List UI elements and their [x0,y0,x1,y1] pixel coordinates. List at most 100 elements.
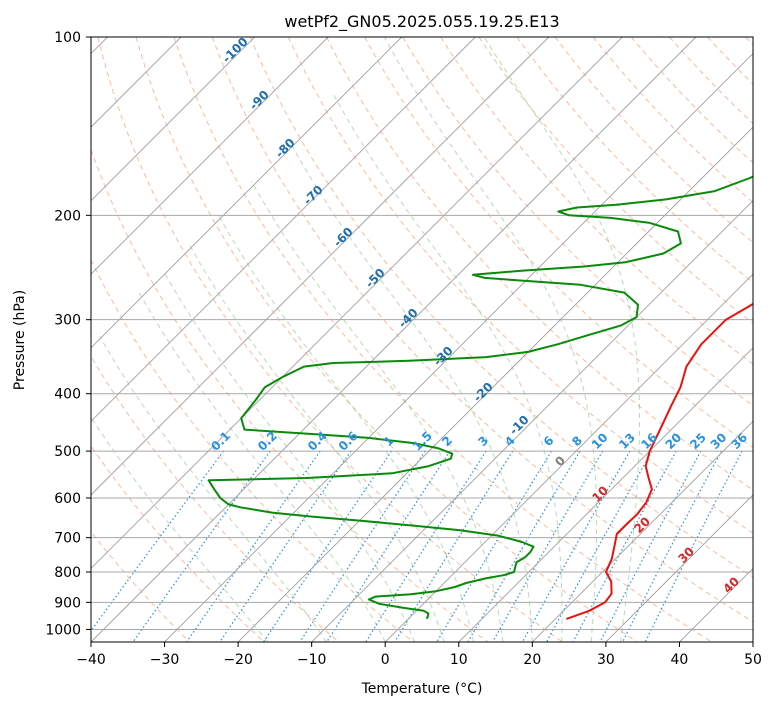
isotherm-line [91,37,550,496]
isotherm-line [237,126,753,642]
dry-adiabat-label: -20 [471,380,496,405]
moist-adiabat-label: 0 [552,453,568,469]
grid-lines [91,37,753,642]
dry-adiabat-label: -10 [507,413,532,438]
isotherm-line [458,347,753,642]
y-tick-label: 100 [54,30,81,46]
dry-adiabat-line [135,37,638,642]
dry-adiabat-line [364,37,753,449]
mixing-ratio-label: 25 [687,430,709,452]
x-tick-label: 40 [671,652,689,668]
y-tick-label: 400 [54,387,81,403]
isotherm-line [311,199,753,642]
dry-adiabat-label: -100 [220,35,251,66]
x-tick-label: 10 [450,652,468,668]
isotherm-line [531,420,753,642]
y-tick-label: 300 [54,313,81,329]
dry-adiabat-line [326,37,753,491]
moist-adiabat-line [99,336,327,642]
moist-adiabat-label: 40 [720,574,742,596]
isotherm-line [605,494,753,642]
mixing-ratio-line [219,450,352,642]
x-tick-label: 20 [523,652,541,668]
background-lines [91,37,753,642]
dry-adiabat-line [91,531,191,642]
isotherm-line [91,37,329,275]
dry-adiabat-label: -80 [273,136,298,161]
mixing-ratio-label: 1.5 [410,429,435,454]
isotherm-line [164,52,753,642]
y-tick-label: 800 [54,565,81,581]
moist-adiabat-line [189,245,445,642]
x-tick-label: −40 [76,652,106,668]
mixing-ratio-line [622,450,722,642]
dewpoint-line [207,175,753,620]
mixing-ratio-label: 16 [638,430,660,452]
x-tick-label: 50 [744,652,762,668]
mixing-ratio-line [326,450,451,642]
isotherm-line [91,37,256,202]
x-tick-label: −10 [297,652,327,668]
moist-adiabat-line [483,37,641,642]
mixing-ratio-label: 0.1 [208,429,233,454]
mixing-ratio-label: 20 [663,430,685,452]
dry-adiabat-label: -70 [301,183,326,208]
mixing-ratio-line [186,450,321,642]
dry-adiabat-line [91,258,414,642]
x-tick-label: 0 [381,652,390,668]
plot-frame [90,36,754,643]
y-tick-label: 700 [54,531,81,547]
chart-title: wetPf2_GN05.2025.055.19.25.E13 [284,12,559,32]
y-tick-label: 500 [54,444,81,460]
dry-adiabat-label: -60 [331,225,356,250]
isotherm-line [91,37,697,642]
dry-adiabat-line [91,148,489,642]
mixing-ratio-line [467,450,581,642]
dry-adiabat-label: -50 [363,266,388,291]
moist-adiabat-label: 10 [589,483,611,505]
dry-adiabat-line [516,37,753,284]
isotherm-line [91,37,623,570]
mixing-ratio-label: 2 [439,433,455,449]
dry-adiabat-label: -30 [431,344,456,369]
mixing-ratio-line [521,450,631,642]
dry-adiabat-line [707,37,753,85]
dry-adiabat-line [211,37,753,623]
dry-adiabat-line [287,37,753,534]
mixing-ratio-label: 6 [541,433,557,449]
y-tick-label: 900 [54,595,81,611]
mixing-ratio-line [599,450,702,642]
mixing-ratio-line [492,450,604,642]
dry-adiabat-line [97,37,563,642]
axis-ticks: −40 −30 −20 −10 0 10 20 30 40 5010020030040050060… [45,30,762,668]
mixing-ratio-line [572,450,677,642]
isotherm-line [91,37,403,349]
mixing-ratio-line [299,450,426,642]
temperature-line [566,302,753,620]
mixing-ratio-label: 36 [728,430,750,452]
isotherm-line [384,273,753,642]
isotherm-line [752,641,753,642]
mixing-ratio-line [365,450,487,642]
dry-adiabat-line [554,37,753,244]
mixing-ratio-line [546,450,653,642]
y-axis-label: Pressure (hPa) [12,290,28,390]
y-tick-label: 1000 [45,622,81,638]
dry-adiabat-line [402,37,753,407]
dry-adiabat-line [91,445,265,642]
mixing-ratio-line [263,450,393,642]
dry-adiabat-label: -40 [396,306,421,331]
dry-adiabat-line [249,37,753,578]
mixing-ratio-label: 3 [475,433,491,449]
moist-adiabat-line [251,180,504,642]
mixing-ratio-line [91,450,224,632]
moist-adiabat-line [333,94,563,642]
x-tick-label: 30 [597,652,615,668]
moist-adiabat-line [218,215,474,642]
moist-adiabat-label: 30 [675,544,697,566]
mixing-ratio-label: 10 [589,430,611,452]
dry-adiabat-line [478,37,753,324]
y-tick-label: 600 [54,491,81,507]
dry-adiabat-line [745,37,753,46]
